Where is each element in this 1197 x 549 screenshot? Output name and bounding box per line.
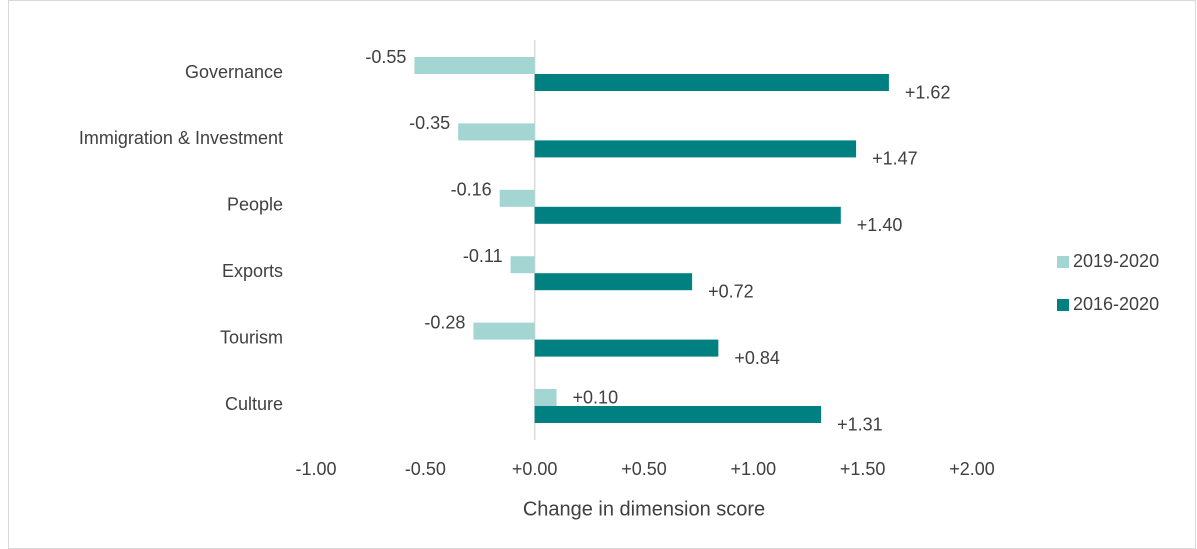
data-label: -0.35: [409, 113, 450, 133]
y-tick-label: Exports: [222, 261, 283, 281]
x-tick-label: +0.50: [621, 459, 667, 479]
bar: [458, 123, 535, 141]
y-tick-label: Tourism: [220, 327, 283, 347]
bar: [510, 256, 535, 274]
legend-swatch: [1057, 256, 1069, 268]
data-label: +1.40: [857, 215, 903, 235]
bar: [534, 406, 822, 423]
data-label: +1.47: [872, 149, 918, 169]
data-label: +0.72: [708, 281, 754, 301]
y-tick-label: Culture: [225, 394, 283, 414]
data-label: +0.84: [734, 348, 780, 368]
data-label: -0.55: [365, 47, 406, 67]
data-label: +1.62: [905, 82, 951, 102]
bar: [534, 273, 693, 291]
x-axis-label: Change in dimension score: [523, 498, 765, 520]
x-tick-label: -0.50: [405, 459, 446, 479]
x-tick-label: +0.00: [512, 459, 558, 479]
bar: [499, 189, 535, 207]
bar: [534, 389, 557, 406]
y-tick-label: Governance: [185, 62, 283, 82]
data-label: +0.10: [573, 387, 619, 407]
x-tick-label: -1.00: [295, 459, 336, 479]
data-label: +1.31: [837, 414, 883, 434]
legend-label: 2016-2020: [1073, 294, 1159, 314]
data-label: -0.28: [424, 312, 465, 332]
bar: [534, 206, 841, 224]
data-label: -0.11: [463, 246, 503, 266]
bar: [534, 339, 719, 357]
bar: [534, 140, 857, 158]
x-tick-label: +1.00: [731, 459, 777, 479]
y-tick-label: People: [227, 195, 283, 215]
legend-swatch: [1057, 299, 1069, 311]
bar: [534, 74, 889, 91]
bar: [473, 322, 535, 340]
y-tick-label: Immigration & Investment: [79, 128, 283, 148]
data-label: -0.16: [451, 180, 492, 200]
x-tick-label: +2.00: [949, 459, 995, 479]
legend-label: 2019-2020: [1073, 251, 1159, 271]
bar: [414, 57, 535, 74]
x-tick-label: +1.50: [840, 459, 886, 479]
